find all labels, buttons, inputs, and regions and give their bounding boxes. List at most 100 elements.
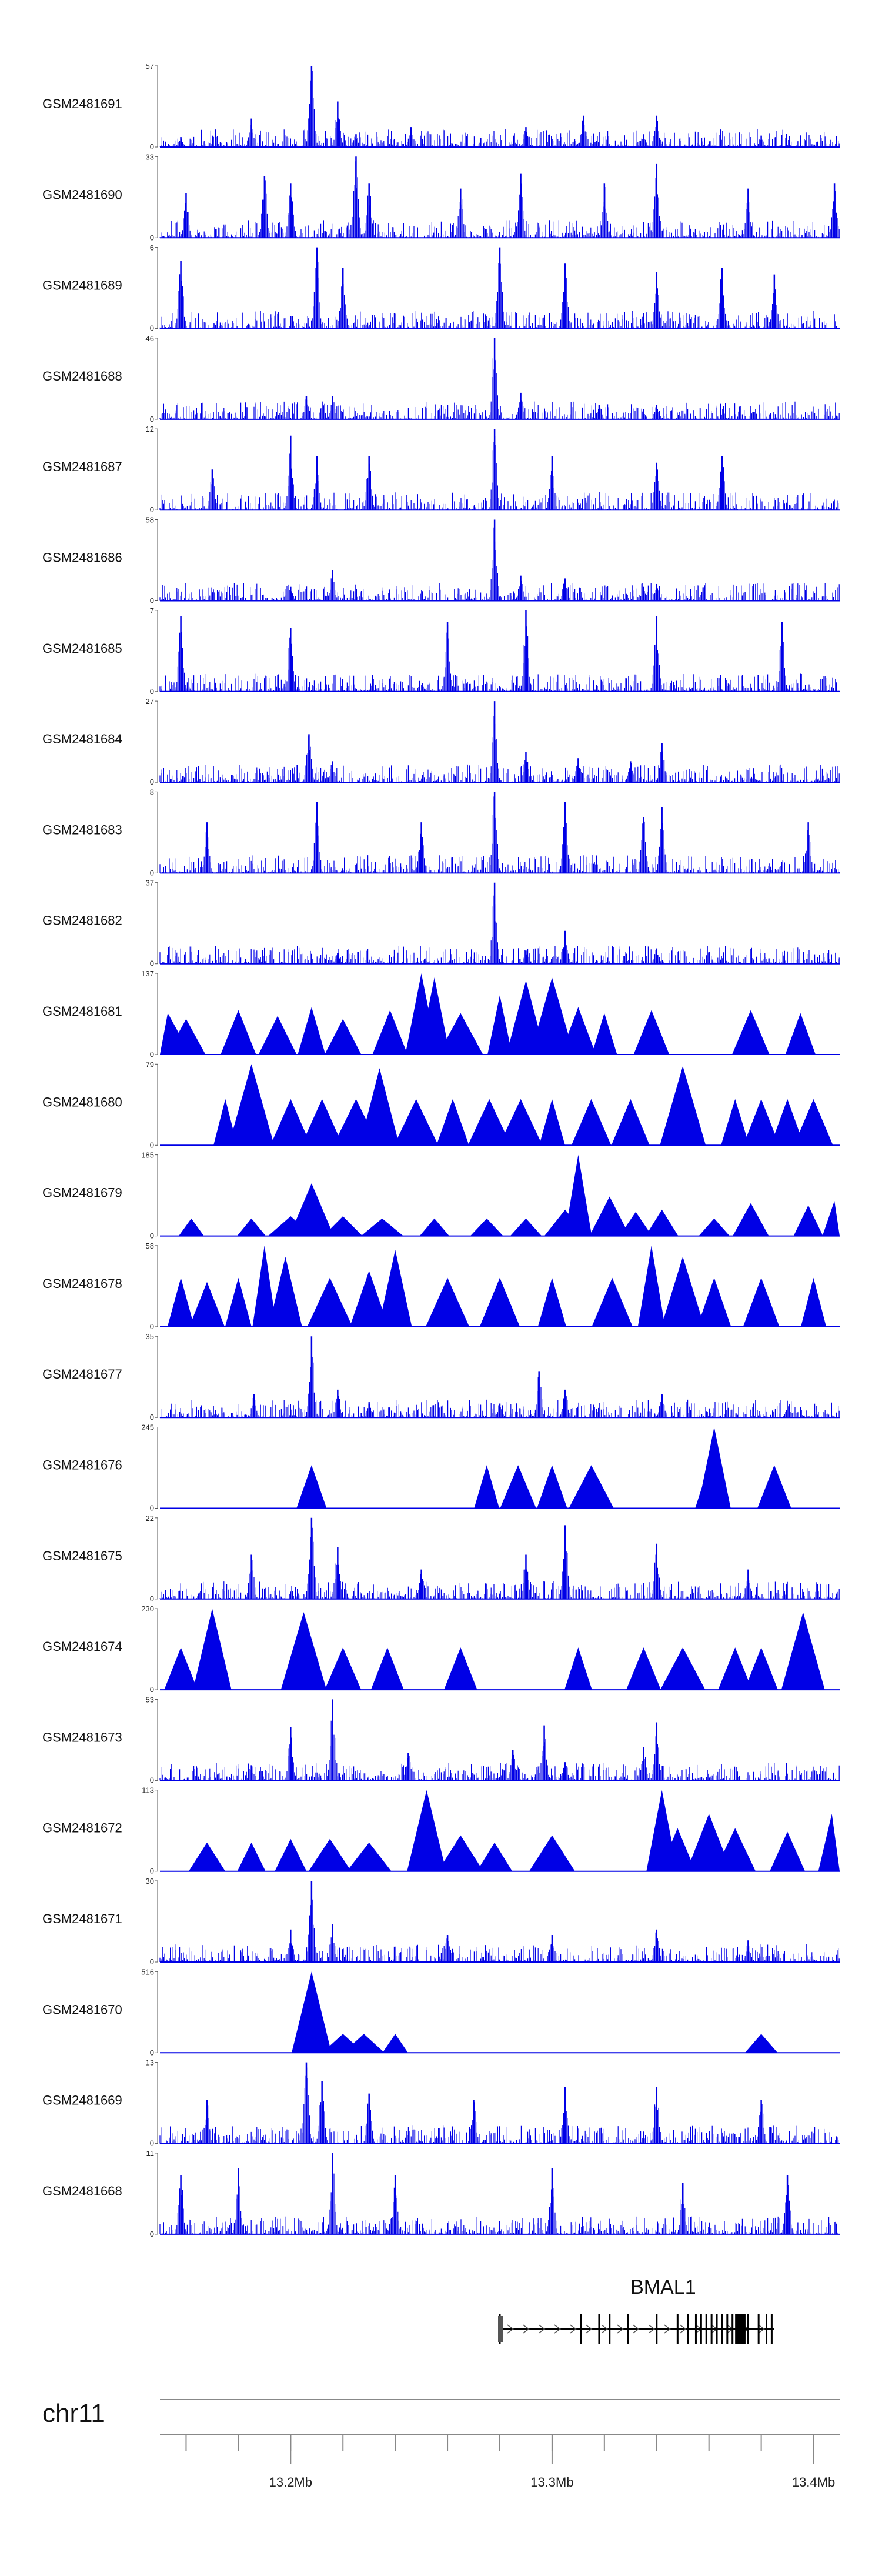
gene-exon [731, 2314, 734, 2344]
track-label: GSM2481686 [42, 550, 122, 565]
y-min-label: 0 [150, 959, 154, 968]
signal-peak [589, 1196, 630, 1236]
signal-peak [298, 1007, 326, 1055]
signal-peak [537, 1465, 567, 1509]
signal-peak [301, 1099, 343, 1146]
y-max-label: 30 [146, 1877, 154, 1886]
signal-peak [801, 1277, 827, 1327]
gene-exon [676, 2314, 679, 2344]
track: GSM2481679 185 0 [42, 1151, 840, 1240]
strand-arrow-icon [538, 2324, 546, 2334]
track: GSM2481668 11 0 [42, 2149, 840, 2238]
track: GSM2481691 57 0 [42, 62, 840, 151]
signal-peak [252, 1245, 277, 1327]
signal-peak [289, 1183, 334, 1236]
y-max-label: 113 [142, 1786, 154, 1795]
signal-peak [530, 977, 574, 1055]
y-min-label: 0 [150, 1957, 154, 1966]
signal-coverage [159, 527, 840, 601]
strand-arrow-icon [664, 2324, 671, 2334]
signal-peak [166, 1019, 206, 1055]
track: GSM2481669 13 0 [42, 2058, 840, 2148]
track-label: GSM2481676 [42, 1458, 122, 1473]
y-min-label: 0 [150, 505, 154, 514]
signal-peak [659, 1828, 696, 1871]
signal-peak [564, 1154, 592, 1236]
signal-coverage [159, 716, 840, 783]
track: GSM2481682 37 0 [42, 879, 840, 968]
signal-peak [569, 1465, 614, 1509]
track: GSM2481683 8 0 [42, 788, 840, 877]
track: GSM2481687 12 0 [42, 425, 840, 514]
strand-arrow-icon [648, 2324, 656, 2334]
signal-coverage [159, 618, 840, 692]
signal-peak [770, 1831, 805, 1871]
signal-coverage [159, 1342, 840, 1418]
signal-coverage [159, 1899, 840, 1962]
gene-track: BMAL1 [498, 2276, 774, 2344]
gene-exon [687, 2314, 689, 2344]
track: GSM2481675 22 0 [42, 1514, 840, 1603]
gene-exon [716, 2314, 718, 2344]
signal-peak [660, 1066, 706, 1146]
track-label: GSM2481685 [42, 641, 122, 656]
signal-peak [189, 1282, 225, 1327]
signal-peak [437, 1835, 483, 1871]
signal-peak [499, 1099, 543, 1146]
signal-coverage [159, 2167, 840, 2234]
signal-peak [225, 1277, 252, 1327]
y-max-label: 6 [150, 243, 154, 252]
track: GSM2481671 30 0 [42, 1877, 840, 1966]
signal-peak [280, 1612, 327, 1690]
track-label: GSM2481675 [42, 1549, 122, 1563]
gene-exon [721, 2314, 723, 2344]
signal-peak [487, 995, 512, 1055]
y-max-label: 58 [146, 516, 154, 525]
y-max-label: 516 [141, 1967, 154, 1976]
track-label: GSM2481672 [42, 1821, 122, 1836]
track-label: GSM2481677 [42, 1367, 122, 1382]
signal-peak [660, 1647, 706, 1690]
y-min-label: 0 [150, 1050, 154, 1059]
signal-peak [325, 1647, 362, 1690]
signal-tracks: GSM2481691570GSM2481690330GSM248168960GS… [42, 62, 840, 2238]
y-min-label: 0 [150, 2230, 154, 2238]
signal-peak [611, 1099, 650, 1146]
track: GSM2481680 79 0 [42, 1060, 840, 1149]
signal-peak [164, 1647, 198, 1690]
strand-arrow-icon [758, 2324, 765, 2334]
y-max-label: 137 [141, 969, 154, 978]
signal-coverage [159, 358, 840, 419]
signal-coverage [159, 1527, 840, 1599]
y-max-label: 57 [146, 62, 154, 71]
y-max-label: 53 [146, 1695, 154, 1704]
signal-peak [467, 1099, 511, 1146]
gene-exon [580, 2314, 582, 2344]
signal-peak [378, 1250, 412, 1327]
y-min-label: 0 [150, 324, 154, 333]
track: GSM2481684 27 0 [42, 697, 840, 786]
track: GSM2481676 245 0 [42, 1423, 840, 1513]
signal-peak [178, 1218, 204, 1236]
gene-exon [627, 2314, 629, 2344]
track-label: GSM2481674 [42, 1639, 122, 1654]
signal-peak [721, 1099, 750, 1146]
signal-peak [592, 1277, 633, 1327]
track-label: GSM2481668 [42, 2184, 122, 2198]
signal-peak [539, 1099, 565, 1146]
strand-arrow-icon [570, 2324, 577, 2334]
signal-peak [438, 1013, 483, 1055]
track-label: GSM2481690 [42, 187, 122, 202]
signal-peak [743, 1099, 780, 1146]
y-max-label: 7 [150, 606, 154, 615]
y-min-label: 0 [150, 1322, 154, 1331]
signal-peak [237, 1218, 266, 1236]
y-max-label: 13 [146, 2058, 154, 2067]
signal-peak [699, 1218, 730, 1236]
signal-peak [419, 1218, 449, 1236]
signal-peak [626, 1647, 661, 1690]
y-max-label: 46 [146, 334, 154, 343]
signal-peak [213, 1099, 238, 1146]
signal-peak [529, 1835, 575, 1871]
signal-peak [757, 1465, 791, 1509]
